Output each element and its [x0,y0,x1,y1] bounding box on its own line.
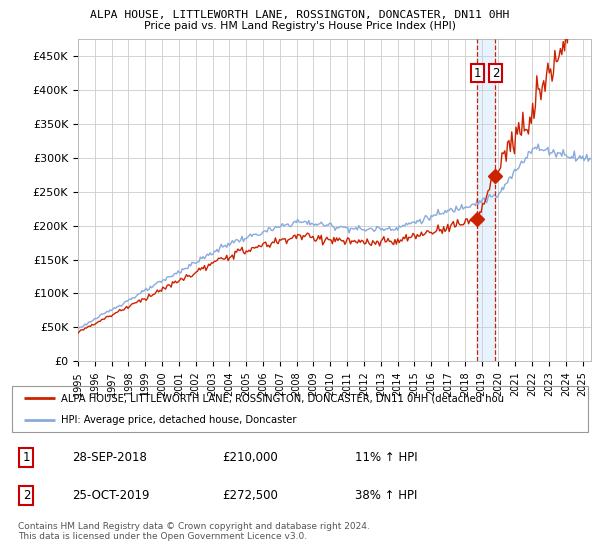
Text: HPI: Average price, detached house, Doncaster: HPI: Average price, detached house, Donc… [61,416,296,426]
Text: 28-SEP-2018: 28-SEP-2018 [73,451,148,464]
Text: £210,000: £210,000 [222,451,278,464]
Text: 11% ↑ HPI: 11% ↑ HPI [355,451,418,464]
Text: ALPA HOUSE, LITTLEWORTH LANE, ROSSINGTON, DONCASTER, DN11 0HH: ALPA HOUSE, LITTLEWORTH LANE, ROSSINGTON… [91,10,509,20]
Text: 25-OCT-2019: 25-OCT-2019 [73,489,150,502]
Text: Price paid vs. HM Land Registry's House Price Index (HPI): Price paid vs. HM Land Registry's House … [144,21,456,31]
Text: ALPA HOUSE, LITTLEWORTH LANE, ROSSINGTON, DONCASTER, DN11 0HH (detached hou: ALPA HOUSE, LITTLEWORTH LANE, ROSSINGTON… [61,393,504,403]
Text: 2: 2 [23,489,30,502]
Text: £272,500: £272,500 [222,489,278,502]
Bar [477,39,496,361]
Text: 2: 2 [492,67,499,80]
Text: Contains HM Land Registry data © Crown copyright and database right 2024.
This d: Contains HM Land Registry data © Crown c… [18,522,370,542]
Text: 38% ↑ HPI: 38% ↑ HPI [355,489,417,502]
Text: 1: 1 [23,451,30,464]
Text: 1: 1 [473,67,481,80]
